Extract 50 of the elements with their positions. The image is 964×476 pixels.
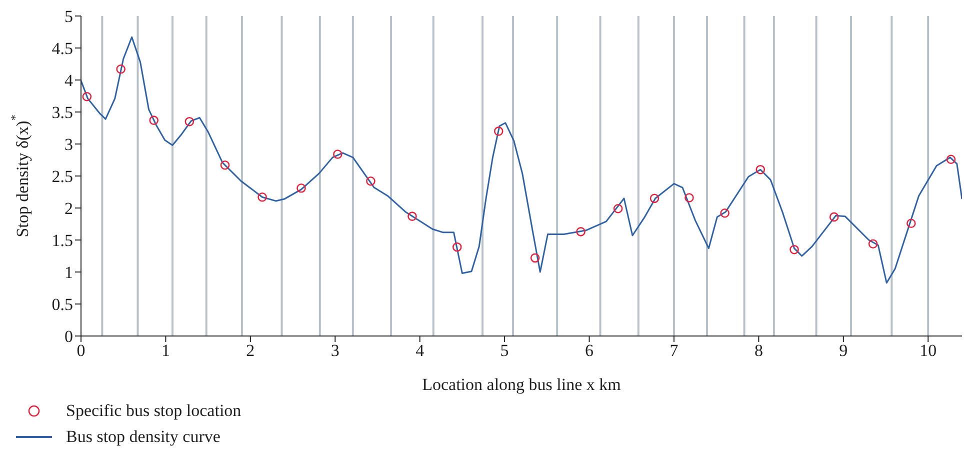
y-tick-label: 2.5: [52, 167, 73, 186]
point: [220, 160, 230, 170]
point: [946, 154, 956, 164]
point: [452, 242, 462, 252]
y-tick-label: 3.5: [52, 103, 73, 122]
point: [868, 239, 878, 248]
legend-label: Specific bus stop location: [66, 401, 242, 421]
x-tick-label: 7: [670, 341, 679, 360]
point: [333, 150, 342, 159]
point: [906, 218, 916, 228]
y-tick-label: 2: [64, 199, 73, 218]
point: [82, 92, 92, 102]
legend-label: Bus stop density curve: [66, 427, 220, 447]
point: [684, 193, 694, 202]
point: [149, 116, 158, 125]
x-tick-label: 10: [920, 341, 937, 360]
point: [494, 126, 504, 136]
x-tick-label: 0: [76, 341, 86, 360]
point: [829, 212, 839, 222]
x-tick-label: 6: [585, 341, 594, 360]
point: [576, 227, 586, 236]
point: [408, 212, 417, 221]
point: [258, 192, 267, 202]
y-tick-label: 1.5: [52, 231, 73, 250]
point: [613, 204, 623, 214]
point: [184, 116, 194, 126]
x-tick-label: 4: [416, 341, 425, 360]
x-tick-label: 9: [839, 341, 848, 360]
point: [530, 253, 540, 263]
y-tick-label: 3: [64, 135, 73, 154]
point: [116, 64, 126, 74]
y-tick-label: 4: [64, 71, 74, 90]
point: [756, 164, 766, 174]
x-tick-label: 2: [246, 341, 255, 360]
point: [650, 194, 660, 204]
point: [296, 184, 306, 193]
point: [790, 244, 799, 254]
x-tick-label: 3: [330, 341, 340, 360]
x-tick-label: 8: [754, 341, 763, 360]
line-series: [81, 36, 962, 284]
y-tick-label: 0.5: [52, 295, 73, 314]
x-axis-title: Location along bus line x km: [422, 375, 621, 394]
y-tick-label: 5: [64, 7, 73, 26]
point: [366, 176, 376, 186]
x-tick-label: 1: [161, 341, 170, 360]
y-tick-label: 0: [64, 327, 73, 346]
x-tick-label: 5: [500, 341, 509, 360]
y-tick-label: 1: [64, 263, 73, 282]
y-tick-label: 4.5: [52, 39, 73, 58]
point: [720, 208, 730, 218]
